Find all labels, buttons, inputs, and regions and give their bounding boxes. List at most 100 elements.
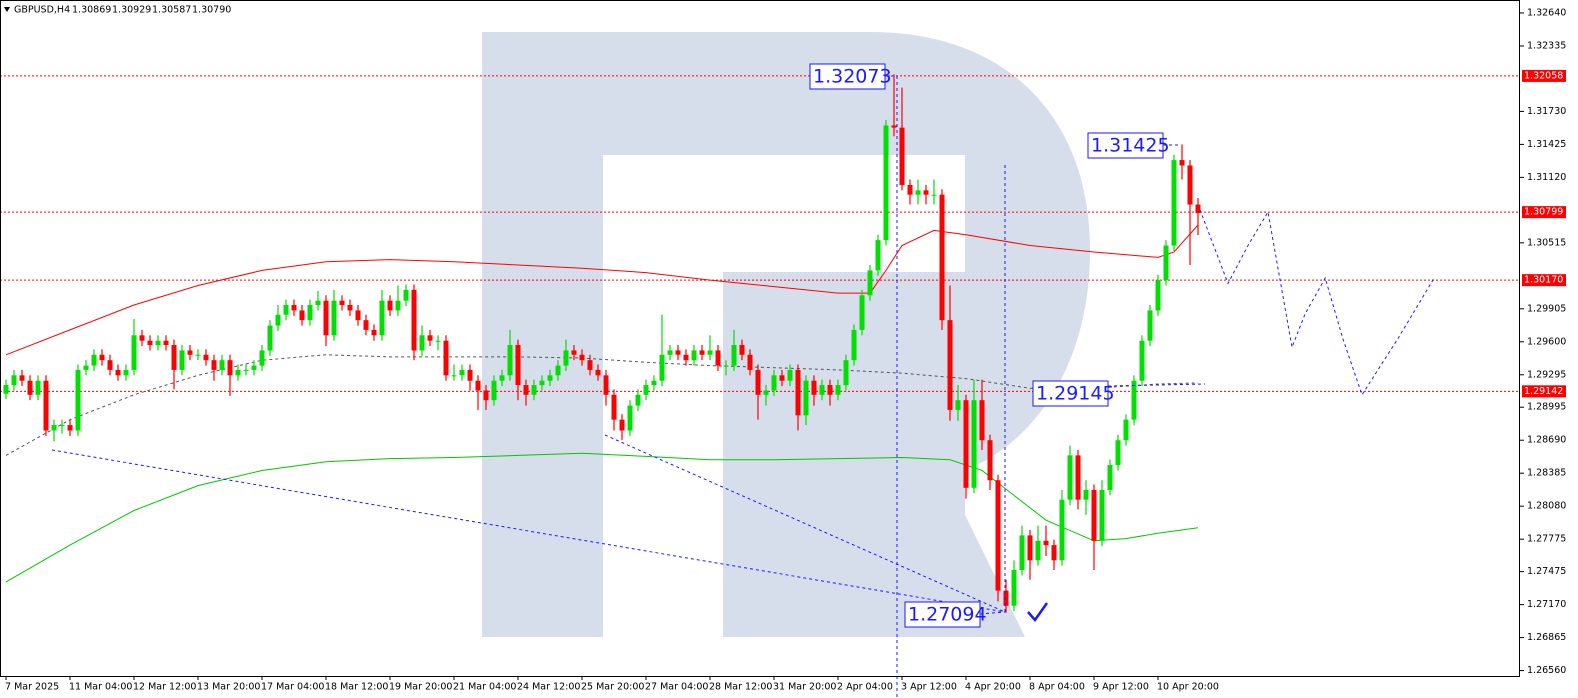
x-tick-label: 8 Apr 04:00	[1029, 682, 1085, 693]
x-tick-label: 21 Mar 04:00	[453, 682, 516, 693]
candle-body	[635, 394, 641, 406]
candle-body	[995, 480, 1001, 591]
candle-body	[1059, 499, 1065, 561]
x-tick-label: 17 Mar 04:00	[261, 682, 324, 693]
x-tick-label: 18 Mar 12:00	[325, 682, 388, 693]
indicator-line	[5, 354, 1199, 456]
candle-body	[499, 375, 505, 381]
ohlc-value: 1.30929	[112, 5, 151, 16]
candle-body	[763, 390, 769, 395]
candle-body	[435, 340, 441, 342]
candle-body	[443, 340, 449, 376]
candle-body	[1147, 310, 1153, 341]
candle-body	[387, 300, 393, 311]
candle-body	[507, 345, 513, 376]
candle-body	[931, 194, 937, 196]
candle-body	[539, 380, 545, 386]
candle-body	[907, 184, 913, 195]
annotation: 1.32073	[813, 66, 892, 88]
candle-body	[299, 310, 305, 321]
indicator-line	[5, 224, 1199, 356]
annotation: 1.29145	[1036, 383, 1115, 405]
candle-body	[659, 354, 665, 381]
candle-body	[1179, 160, 1185, 166]
candle-body	[451, 375, 457, 377]
x-tick-label: 12 Mar 12:00	[133, 682, 196, 693]
y-tick-label: 1.28995	[1527, 402, 1566, 413]
y-tick-label: 1.31425	[1527, 139, 1566, 150]
level-label: 1.30170	[1524, 275, 1563, 286]
candle-body	[275, 314, 281, 326]
candle-body	[67, 425, 73, 431]
candle-body	[371, 329, 377, 336]
candle-body	[667, 350, 673, 355]
annotation-box	[1032, 380, 1109, 407]
candle-body	[1155, 280, 1161, 311]
candle-body	[235, 369, 241, 376]
candle-body	[755, 369, 761, 395]
ohlc-value: 1.30869	[72, 5, 111, 16]
trend-line	[1107, 383, 1206, 387]
candle-body	[3, 385, 9, 394]
candle-body	[115, 369, 121, 376]
candle-body	[883, 125, 889, 241]
y-tick-label: 1.27475	[1527, 566, 1566, 577]
x-tick-label: 9 Apr 12:00	[1093, 682, 1149, 693]
level-label-bg	[1522, 69, 1566, 82]
plot-area	[0, 74, 1520, 613]
x-tick-label: 28 Mar 12:00	[709, 682, 772, 693]
candle-body	[363, 320, 369, 330]
candle-body	[331, 300, 337, 336]
candle-body	[243, 369, 249, 371]
candle-body	[779, 375, 785, 381]
y-tick-label: 1.29295	[1527, 369, 1566, 380]
candle-body	[483, 390, 489, 401]
x-tick-label: 27 Mar 04:00	[645, 682, 708, 693]
candle-body	[571, 350, 577, 355]
candle-body	[899, 127, 905, 185]
candle-body	[411, 289, 417, 351]
candle-body	[555, 365, 561, 376]
candle-body	[427, 335, 433, 341]
candle-body	[395, 300, 401, 311]
level-label-bg	[1522, 206, 1566, 219]
candle-body	[819, 385, 825, 395]
candle-body	[867, 270, 873, 296]
candle-body	[259, 350, 265, 366]
candle-body	[475, 380, 481, 391]
x-tick-label: 19 Mar 20:00	[389, 682, 452, 693]
candle-body	[979, 400, 985, 441]
candle-body	[947, 320, 953, 410]
y-tick-label: 1.28690	[1527, 435, 1566, 446]
candle-body	[675, 350, 681, 355]
candle-body	[171, 345, 177, 370]
ohlc-value: 1.30790	[192, 5, 231, 16]
candle-body	[771, 375, 777, 391]
candle-body	[267, 325, 273, 351]
y-tick-label: 1.29600	[1527, 336, 1566, 347]
candle-body	[523, 385, 529, 395]
candle-body	[643, 385, 649, 395]
candle-body	[811, 380, 817, 395]
candle-body	[403, 289, 409, 301]
candle-body	[1091, 489, 1097, 541]
candle-body	[827, 385, 833, 395]
candle-body	[163, 340, 169, 346]
candle-body	[1115, 440, 1121, 466]
candle-body	[27, 380, 33, 395]
candle-body	[91, 354, 97, 366]
candle-body	[955, 400, 961, 410]
x-tick-label: 4 Apr 20:00	[965, 682, 1021, 693]
candle-body	[43, 380, 49, 431]
candle-body	[251, 365, 257, 370]
candle-body	[707, 350, 713, 355]
symbol-title: GBPUSD,H4	[14, 5, 70, 16]
candle-body	[1171, 160, 1177, 246]
candle-body	[691, 350, 697, 361]
candle-body	[891, 125, 897, 128]
candle-body	[75, 369, 81, 431]
candle-body	[795, 369, 801, 416]
x-tick-label: 13 Mar 20:00	[197, 682, 260, 693]
y-tick-label: 1.26865	[1527, 632, 1566, 643]
